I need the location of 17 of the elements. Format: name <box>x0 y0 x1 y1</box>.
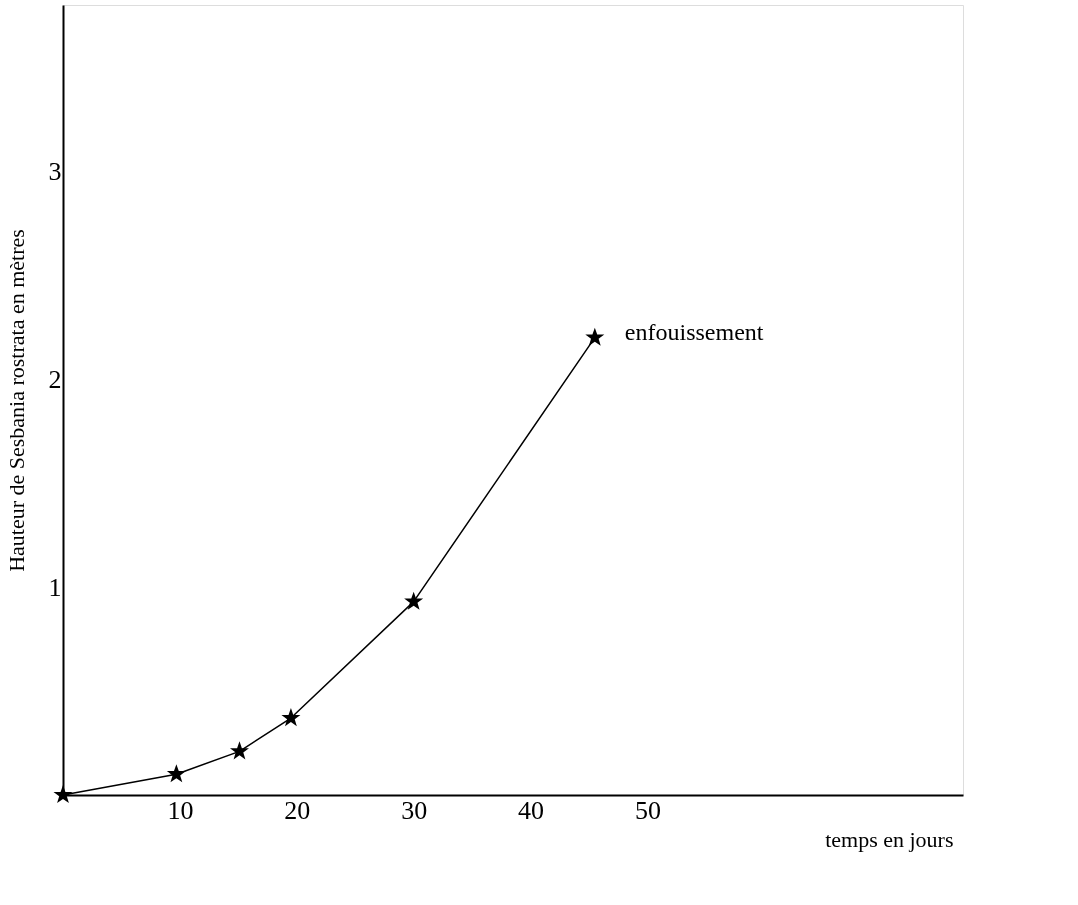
point <box>229 741 249 760</box>
y-tick-label: 1 <box>48 572 62 602</box>
y-tick-label: 3 <box>48 156 62 186</box>
x-tick-label: 50 <box>634 795 661 825</box>
point <box>404 591 424 610</box>
y-tick-label: 2 <box>48 364 62 394</box>
y-axis-title: Hauteur de Sesbania rostrata en mètres <box>3 229 29 572</box>
x-tick-label: 40 <box>518 795 545 825</box>
x-axis-title: temps en jours <box>825 826 954 852</box>
x-tick-label: 30 <box>401 795 428 825</box>
point <box>281 708 301 727</box>
annotation: enfouissement <box>624 318 764 345</box>
x-tick-label: 10 <box>167 795 194 825</box>
point <box>585 327 605 346</box>
point <box>53 785 73 804</box>
x-tick-label: 20 <box>284 795 311 825</box>
point <box>166 764 186 783</box>
